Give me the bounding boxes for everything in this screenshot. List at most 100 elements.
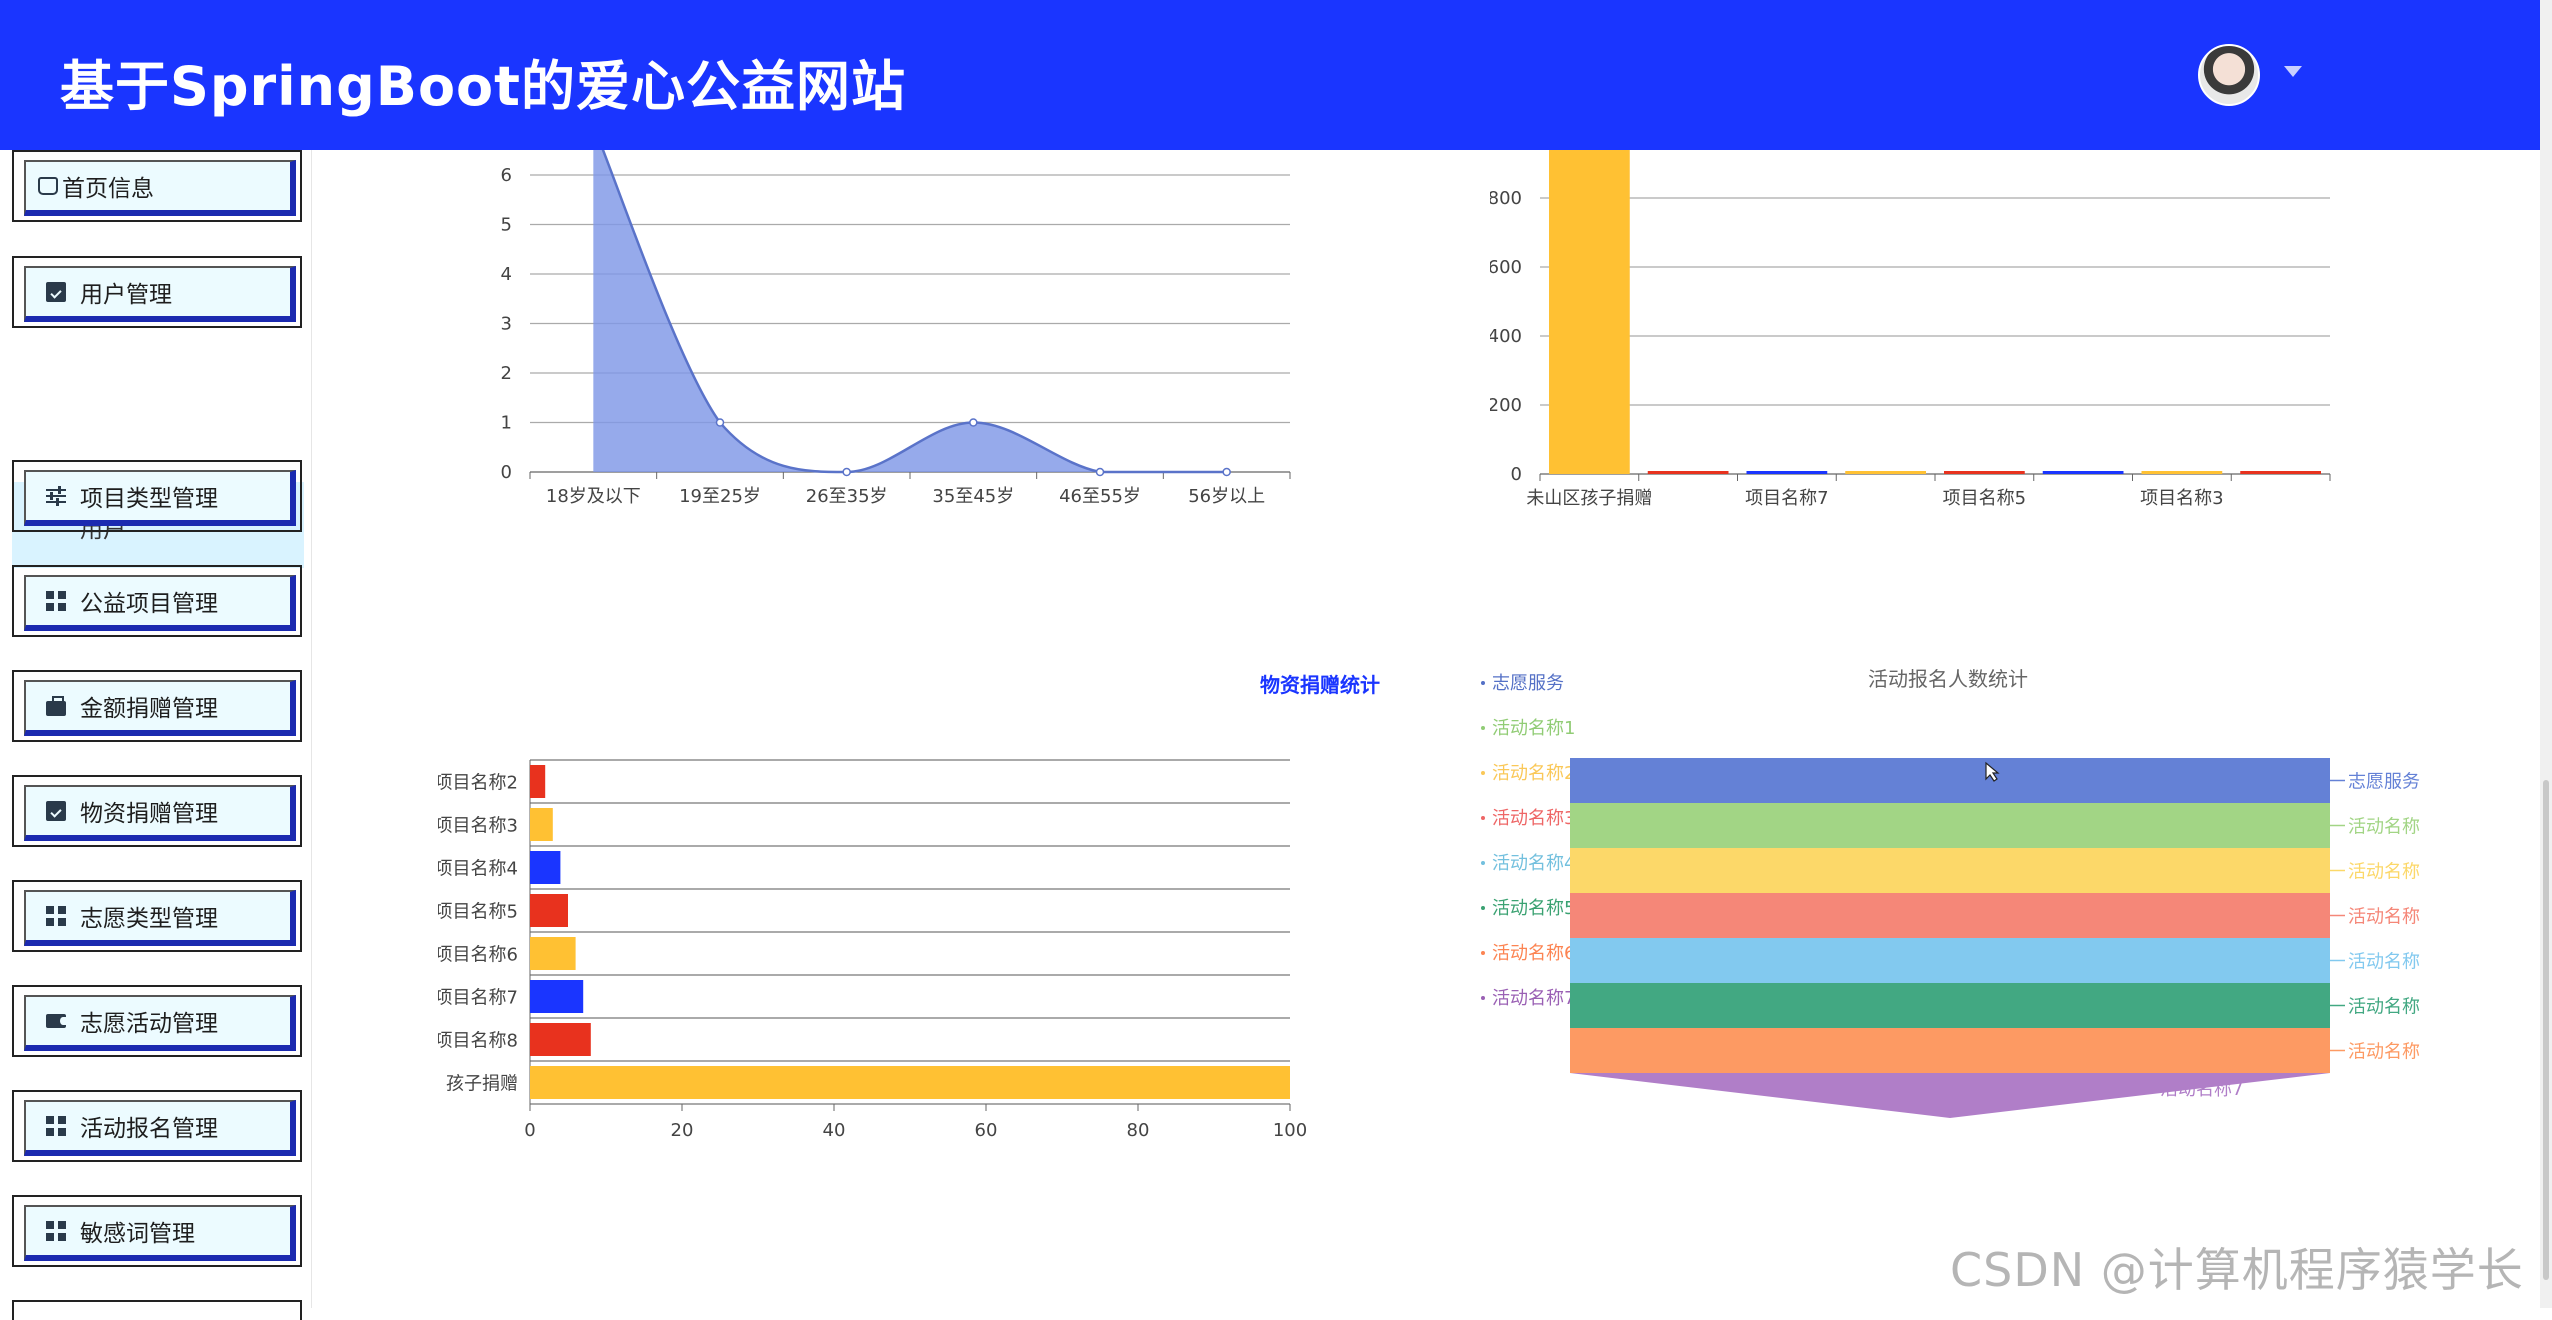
legend-marker <box>1481 726 1485 730</box>
sidebar: 首页信息 用户管理 用户 项目类型管理 公益项目管理 金额捐赠管理 物资捐赠管理… <box>0 150 312 1320</box>
y-tick-label: 0 <box>501 462 512 483</box>
top-header: 基于SpringBoot的爱心公益网站 <box>0 0 2540 150</box>
y-tick-label: 800 <box>1490 188 1522 209</box>
chart-title: 物资捐赠统计 <box>1260 673 1380 697</box>
site-title: 基于SpringBoot的爱心公益网站 <box>60 55 906 118</box>
legend-marker <box>1481 861 1485 865</box>
bar <box>530 851 561 884</box>
y-tick-label: 3 <box>501 314 512 335</box>
y-tick-label: 0 <box>1511 464 1522 485</box>
x-tick-label: 40 <box>823 1120 846 1141</box>
bar <box>1549 150 1630 474</box>
y-tick-label: 1 <box>501 413 512 434</box>
grid-icon <box>46 1116 66 1136</box>
sidebar-item-money-donations[interactable]: 金额捐赠管理 <box>12 670 302 742</box>
bar <box>530 1066 1290 1099</box>
home-icon <box>38 177 58 195</box>
sidebar-item-project-types[interactable]: 项目类型管理 <box>12 460 302 532</box>
y-tick-label: 200 <box>1490 395 1522 416</box>
data-point <box>842 467 851 477</box>
data-point <box>1095 467 1105 477</box>
x-tick-label: 35至45岁 <box>932 486 1014 507</box>
sidebar-item-volunteer-activities[interactable]: 志愿活动管理 <box>12 985 302 1057</box>
bar <box>2240 471 2321 474</box>
bar <box>1746 471 1828 474</box>
bar <box>1647 471 1729 474</box>
label-clip-mask <box>420 655 438 1145</box>
bar <box>530 937 576 970</box>
x-tick-label: 0 <box>524 1120 535 1141</box>
mouse-cursor-icon <box>1985 761 2000 782</box>
sidebar-item-charity-projects[interactable]: 公益项目管理 <box>12 565 302 637</box>
area-fill <box>593 150 1227 473</box>
sidebar-item-goods-donations[interactable]: 物资捐赠管理 <box>12 775 302 847</box>
clipboard-check-icon <box>46 282 66 302</box>
segment-label: 活动名称 <box>2348 862 2420 883</box>
x-tick-label: 80 <box>1127 1120 1150 1141</box>
y-tick-label: 400 <box>1490 326 1522 347</box>
x-tick-label: 56岁以上 <box>1188 486 1265 507</box>
segment-label: 活动名称 <box>2348 997 2420 1018</box>
user-avatar[interactable] <box>2198 44 2260 106</box>
y-tick-label: 项目名称4 <box>435 859 518 880</box>
watermark: CSDN @计算机程序猿学长 <box>1950 1243 2524 1297</box>
sidebar-item-sensitive-words[interactable]: 敏感词管理 <box>12 1195 302 1267</box>
funnel-segment <box>1570 758 2330 803</box>
chart-title: 活动报名人数统计 <box>1868 667 2028 691</box>
funnel-segment <box>1570 983 2330 1028</box>
x-tick-label: 20 <box>671 1120 694 1141</box>
y-tick-label: 项目名称7 <box>435 988 518 1009</box>
legend-marker <box>1481 906 1485 910</box>
money-donation-chart: 0 200 400 600 800 未山区孩子捐赠 项目名称7 项目名称5 项目名称3 <box>1490 150 2331 509</box>
briefcase-icon <box>46 695 66 716</box>
funnel-segment <box>1570 848 2330 893</box>
bar <box>530 894 568 927</box>
x-tick-label: 60 <box>975 1120 998 1141</box>
y-tick-label: 6 <box>501 165 512 186</box>
y-tick-label: 孩子捐赠 <box>446 1074 518 1095</box>
legend-marker <box>1481 996 1485 1000</box>
sidebar-item-volunteer-types[interactable]: 志愿类型管理 <box>12 880 302 952</box>
activity-signup-funnel-chart: 活动报名人数统计志愿服务活动名称1活动名称2活动名称3活动名称4活动名称5活动名… <box>1481 667 2420 1118</box>
data-point <box>969 418 978 427</box>
grid-icon <box>46 906 66 926</box>
bar <box>2042 471 2124 474</box>
x-tick-label: 46至55岁 <box>1059 486 1141 507</box>
x-tick-label: 项目名称3 <box>2140 488 2223 509</box>
y-tick-label: 600 <box>1490 257 1522 278</box>
legend-item: 活动名称6 <box>1492 943 1575 964</box>
chevron-down-icon[interactable] <box>2284 66 2302 77</box>
legend-marker <box>1481 816 1485 820</box>
y-tick-label: 5 <box>501 215 512 236</box>
legend-marker <box>1481 951 1485 955</box>
segment-label: 活动名称 <box>2348 952 2420 973</box>
x-tick-label: 26至35岁 <box>806 486 888 507</box>
sidebar-item-more[interactable] <box>12 1300 302 1320</box>
funnel-segment <box>1570 1073 2330 1118</box>
bar <box>1845 471 1926 474</box>
y-tick-label: 2 <box>501 363 512 384</box>
x-tick-label: 项目名称7 <box>1745 488 1828 509</box>
sidebar-item-home[interactable]: 首页信息 <box>12 150 302 222</box>
y-tick-label: 项目名称6 <box>435 945 518 966</box>
age-distribution-chart: 0 1 2 3 4 5 6 18岁及以下 19至25岁 26至35岁 35至45岁 46至55岁 56岁… <box>501 150 1291 507</box>
sidebar-item-users[interactable]: 用户管理 <box>12 256 302 328</box>
page-scrollbar-thumb[interactable] <box>2543 780 2549 1280</box>
bar <box>530 1023 591 1056</box>
x-tick-label: 18岁及以下 <box>546 486 641 507</box>
x-tick-label: 100 <box>1273 1120 1307 1141</box>
bar <box>530 765 546 798</box>
sidebar-item-activity-signups[interactable]: 活动报名管理 <box>12 1090 302 1162</box>
bar <box>530 808 553 841</box>
data-point <box>1222 467 1231 477</box>
segment-label: 活动名称7 <box>2160 1079 2243 1100</box>
funnel-segment <box>1570 893 2330 938</box>
legend-marker <box>1481 771 1485 775</box>
legend-item: 活动名称3 <box>1492 808 1575 829</box>
legend-item: 活动名称7 <box>1492 988 1575 1009</box>
y-tick-label: 项目名称8 <box>435 1031 518 1052</box>
grid-icon <box>46 1221 66 1241</box>
segment-label: 志愿服务 <box>2348 772 2420 793</box>
bar <box>2141 471 2223 474</box>
